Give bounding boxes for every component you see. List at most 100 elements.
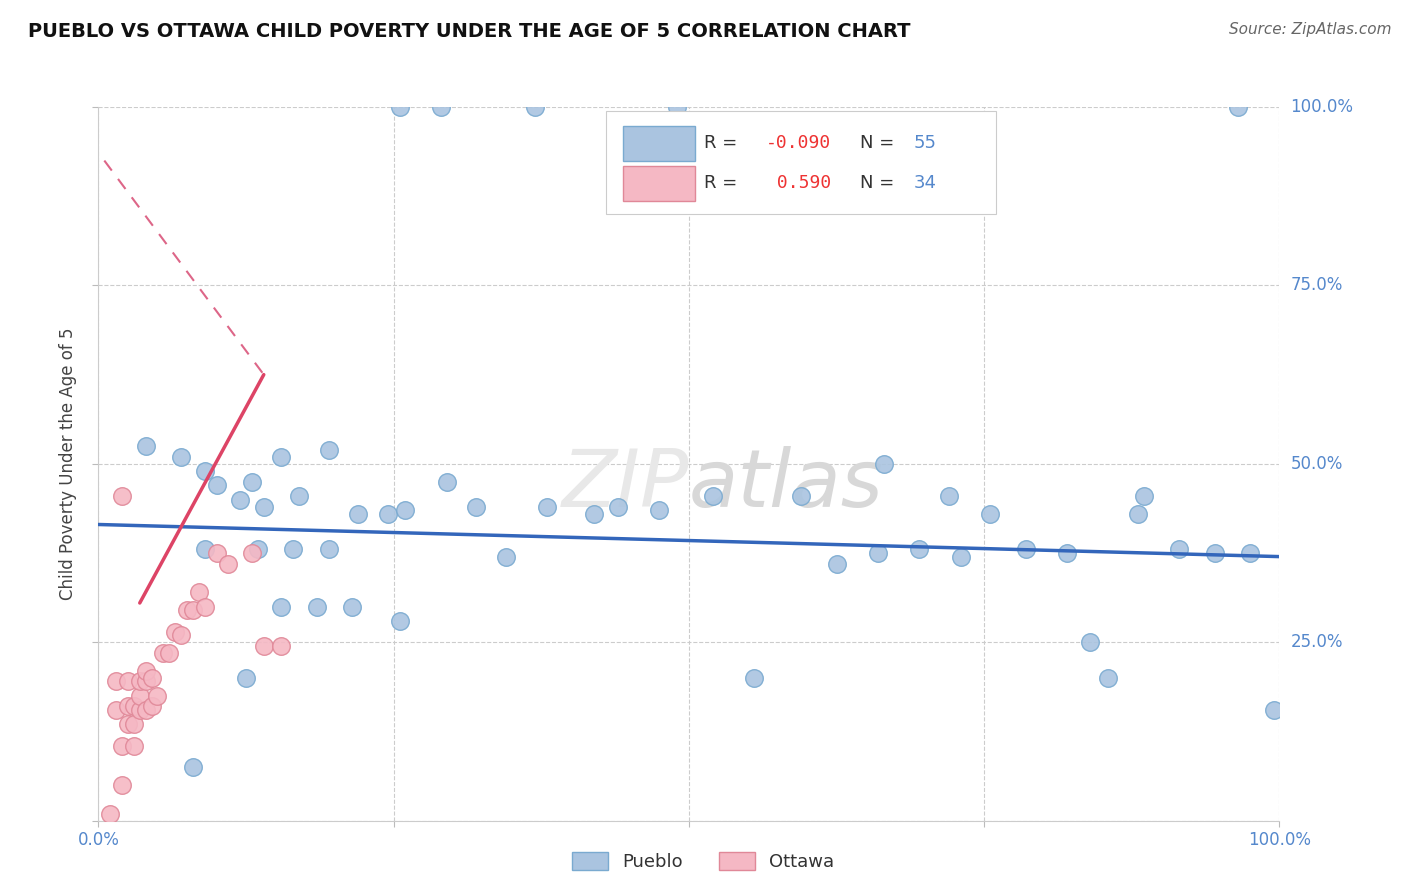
Point [430,100,453,114]
Point [229,492,252,507]
Point [135,439,157,453]
Text: atlas: atlas [689,446,884,524]
Y-axis label: Child Poverty Under the Age of 5: Child Poverty Under the Age of 5 [59,327,77,600]
Point [235,671,257,685]
Point [122,717,145,731]
Point [583,507,606,521]
Point [181,603,204,617]
Point [536,500,558,514]
Point [122,699,145,714]
Point [1204,546,1226,560]
Point [205,478,228,492]
Point [111,778,134,792]
Point [318,442,340,457]
Point [666,100,689,114]
Text: 75.0%: 75.0% [1291,277,1343,294]
Point [1080,635,1102,649]
Point [111,489,134,503]
Point [141,671,163,685]
Text: N =: N = [860,175,900,193]
Point [194,542,217,557]
Point [181,760,204,774]
Text: 100.0%: 100.0% [1291,98,1354,116]
Point [388,614,411,628]
Point [117,699,139,714]
Point [607,500,630,514]
Point [347,507,370,521]
Text: PUEBLO VS OTTAWA CHILD POVERTY UNDER THE AGE OF 5 CORRELATION CHART: PUEBLO VS OTTAWA CHILD POVERTY UNDER THE… [28,22,911,41]
Point [288,489,311,503]
Point [122,739,145,753]
Point [105,674,128,689]
Point [825,557,848,571]
Point [217,557,239,571]
Point [128,689,150,703]
Point [1126,507,1149,521]
Text: Source: ZipAtlas.com: Source: ZipAtlas.com [1229,22,1392,37]
Point [135,674,157,689]
Point [128,703,150,717]
FancyBboxPatch shape [623,166,695,201]
Point [165,624,187,639]
Point [938,489,960,503]
Point [1227,100,1250,114]
Text: R =: R = [704,175,744,193]
Point [1132,489,1154,503]
Point [170,628,193,642]
Point [253,639,276,653]
Point [187,585,209,599]
Text: N =: N = [860,134,900,152]
Point [270,450,292,464]
Point [305,599,328,614]
Point [98,806,121,821]
Point [194,599,217,614]
Point [908,542,931,557]
Text: R =: R = [704,134,744,152]
Point [524,100,547,114]
Text: 25.0%: 25.0% [1291,633,1343,651]
Point [253,500,276,514]
Point [152,646,174,660]
Point [205,546,228,560]
Point [495,549,517,564]
Point [949,549,972,564]
Point [377,507,399,521]
Point [283,542,305,557]
Point [246,542,269,557]
Point [128,674,150,689]
Point [436,475,458,489]
Point [318,542,340,557]
Point [1014,542,1036,557]
Point [866,546,889,560]
Point [240,546,263,560]
Point [1097,671,1119,685]
Point [342,599,364,614]
Point [1168,542,1191,557]
Point [742,671,765,685]
Point [135,664,157,678]
Point [194,464,217,478]
Point [702,489,724,503]
Point [146,689,169,703]
Point [240,475,263,489]
Text: 50.0%: 50.0% [1291,455,1343,473]
Point [648,503,671,517]
FancyBboxPatch shape [606,111,995,214]
Point [979,507,1001,521]
Point [117,717,139,731]
Point [465,500,488,514]
Point [170,450,193,464]
Point [388,100,411,114]
Text: 55: 55 [914,134,936,152]
Point [157,646,180,660]
Point [270,639,292,653]
Point [176,603,198,617]
Point [270,599,292,614]
Point [873,457,896,471]
Point [1263,703,1285,717]
Point [790,489,813,503]
Point [135,703,157,717]
Text: ZIP: ZIP [561,446,689,524]
Point [105,703,128,717]
FancyBboxPatch shape [623,127,695,161]
